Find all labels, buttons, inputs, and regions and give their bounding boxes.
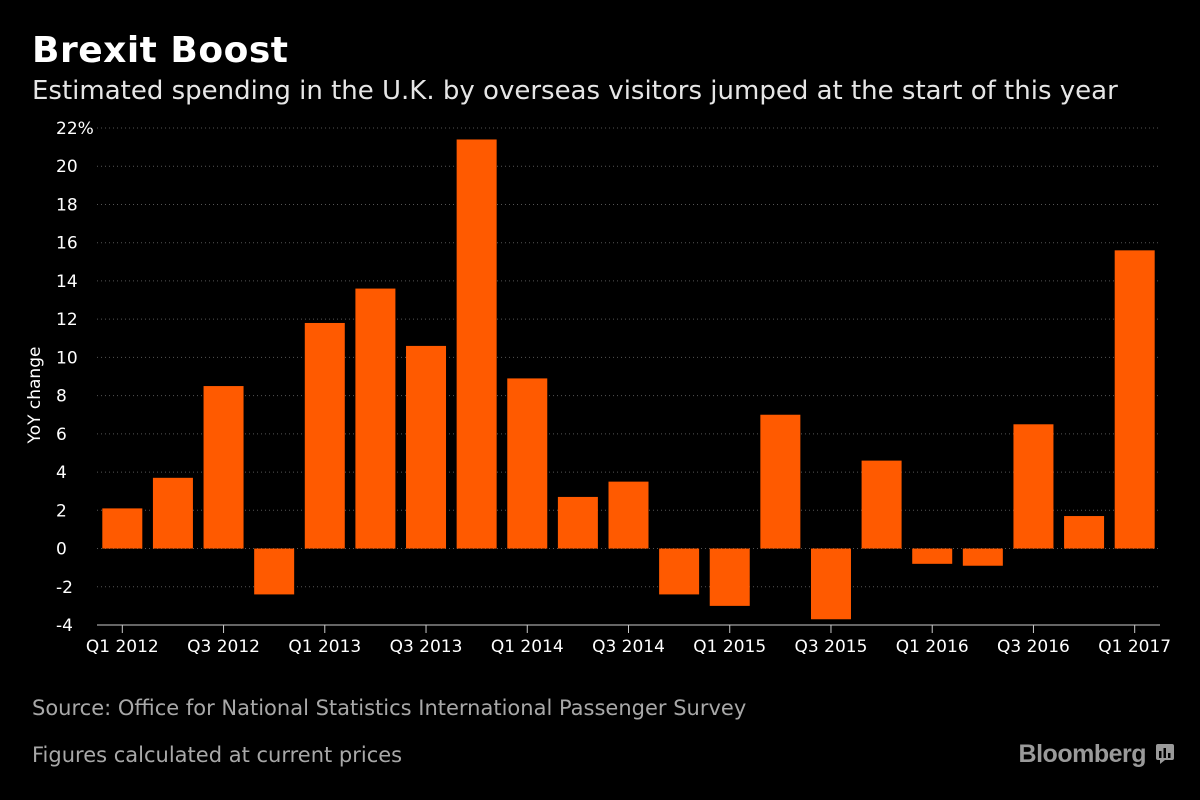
y-tick-label: 4 — [56, 463, 67, 483]
y-tick-label: -4 — [56, 616, 73, 636]
bar-q3-2012 — [203, 386, 244, 549]
bar-q4-2015 — [861, 460, 902, 549]
bar-q3-2015 — [810, 548, 851, 620]
x-tick-label: Q3 2012 — [187, 637, 260, 657]
y-tick-label: 18 — [56, 195, 78, 215]
y-tick-label: 20 — [56, 157, 78, 177]
bar-q2-2013 — [355, 288, 396, 549]
x-tick-label: Q3 2014 — [592, 637, 665, 657]
x-tick-label: Q1 2015 — [693, 637, 766, 657]
bar-q3-2013 — [406, 345, 447, 549]
bar-q1-2013 — [304, 322, 345, 549]
y-tick-label: 2 — [56, 501, 67, 521]
y-tick-label: -2 — [56, 578, 73, 598]
x-tick-label: Q3 2016 — [997, 637, 1070, 657]
bloomberg-chart-icon — [1156, 744, 1174, 764]
y-tick-label: 8 — [56, 387, 67, 407]
bar-q2-2012 — [152, 477, 193, 549]
prices-note: Figures calculated at current prices — [32, 743, 403, 767]
bar-q2-2016 — [962, 548, 1003, 566]
brand-logo: Bloomberg — [1018, 740, 1147, 768]
y-tick-label: 10 — [56, 348, 78, 368]
bar-q2-2015 — [760, 414, 801, 549]
y-tick-label: 12 — [56, 310, 78, 330]
bar-q4-2016 — [1064, 516, 1105, 549]
y-tick-label: 14 — [56, 272, 78, 292]
bars — [102, 139, 1155, 620]
bar-q4-2013 — [456, 139, 497, 549]
x-tick-label: Q1 2017 — [1098, 637, 1171, 657]
y-tick-label: 6 — [56, 425, 67, 445]
bar-q1-2017 — [1114, 250, 1155, 549]
y-tick-label: 22% — [56, 119, 94, 139]
bar-q1-2016 — [912, 548, 953, 564]
chart-subtitle: Estimated spending in the U.K. by overse… — [32, 76, 1118, 106]
x-tick-label: Q1 2014 — [491, 637, 564, 657]
y-axis-label: YoY change — [25, 347, 45, 445]
bar-q4-2012 — [254, 548, 295, 595]
chart-title: Brexit Boost — [32, 30, 289, 71]
bar-q1-2014 — [507, 378, 548, 549]
bar-q3-2016 — [1013, 424, 1054, 549]
bar-q4-2014 — [659, 548, 700, 595]
x-axis: Q1 2012 Q3 2012 Q1 2013 Q3 2013 Q1 2014 Q3 20… — [86, 624, 1171, 657]
x-tick-label: Q3 2013 — [390, 637, 463, 657]
x-tick-label: Q1 2016 — [896, 637, 969, 657]
bar-q2-2014 — [557, 496, 598, 549]
x-tick-label: Q3 2015 — [795, 637, 868, 657]
bar-q1-2012 — [102, 508, 143, 549]
bar-q1-2015 — [709, 548, 750, 606]
y-axis-ticks: -4 -2 0 2 4 6 8 10 12 14 16 18 20 22% — [56, 119, 94, 636]
source-note: Source: Office for National Statistics I… — [32, 696, 747, 720]
bar-q3-2014 — [608, 481, 649, 549]
y-tick-label: 16 — [56, 234, 78, 254]
y-tick-label: 0 — [56, 540, 67, 560]
x-tick-label: Q1 2013 — [288, 637, 361, 657]
x-tick-label: Q1 2012 — [86, 637, 159, 657]
